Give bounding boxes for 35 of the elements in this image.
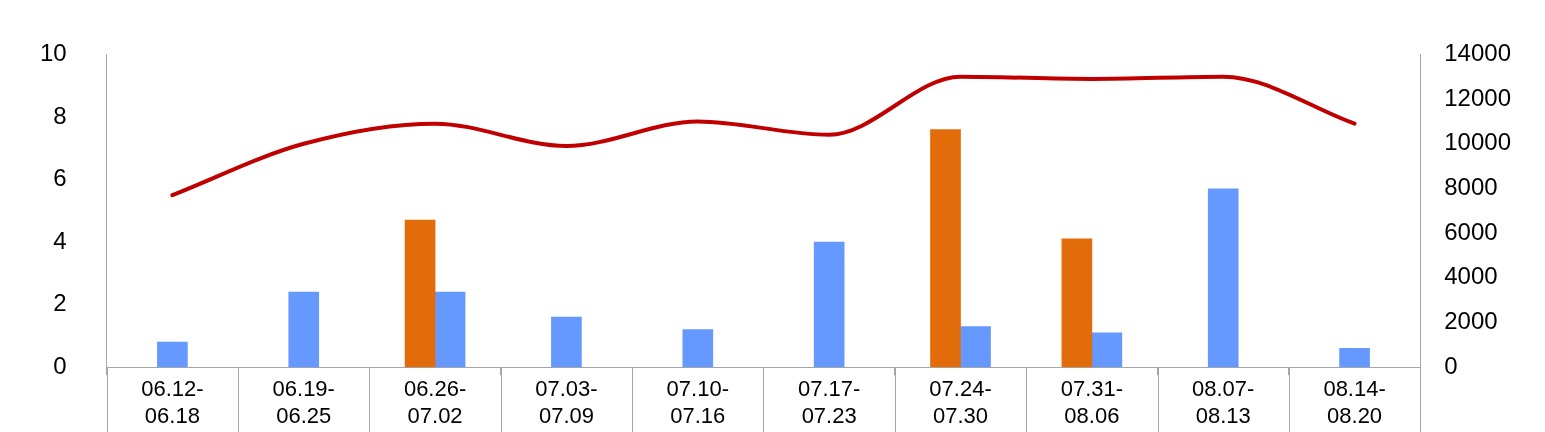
y2-tick-label: 8000: [1444, 173, 1498, 201]
bar: [288, 291, 320, 368]
bar: [1339, 348, 1370, 368]
x-tick-label: 07.24-07.30: [929, 376, 992, 428]
y2-tick-label: 14000: [1444, 39, 1512, 67]
y-tick-label: 8: [53, 101, 67, 129]
y-tick-label: 10: [39, 39, 67, 67]
line-series: [170, 74, 1357, 198]
x-tick-label: 06.26-07.02: [403, 376, 467, 428]
x-tick-label: 06.12-06.18: [141, 376, 204, 428]
bar: [404, 219, 436, 368]
x-tick-label: 07.31-08.06: [1060, 376, 1124, 428]
x-tick-label: 07.10-07.16: [666, 376, 729, 428]
bar: [551, 316, 582, 368]
bar: [813, 241, 845, 368]
bar: [682, 329, 714, 368]
y-tick-label: 4: [53, 226, 67, 254]
y2-tick-label: 4000: [1444, 262, 1498, 290]
y-tick-label: 2: [53, 289, 67, 317]
x-tick-label: 07.03-07.09: [535, 376, 598, 428]
bar: [157, 341, 188, 368]
bar: [930, 129, 961, 368]
x-tick-label: 08.14-08.20: [1323, 376, 1386, 428]
bar: [1061, 238, 1093, 368]
y-tick-label: 6: [53, 164, 67, 192]
y2-tick-label: 0: [1444, 351, 1458, 379]
y2-tick-label: 10000: [1444, 128, 1512, 156]
x-tick-label: 06.19-06.25: [272, 376, 335, 428]
y-tick-label: 0: [53, 351, 67, 379]
x-tick-label: 08.07-08.13: [1192, 376, 1255, 428]
x-tick-label: 07.17-07.23: [797, 376, 861, 428]
bar: [1207, 188, 1239, 368]
y2-tick-label: 12000: [1444, 83, 1512, 111]
y2-tick-label: 6000: [1444, 217, 1498, 245]
y2-tick-label: 2000: [1444, 307, 1498, 335]
